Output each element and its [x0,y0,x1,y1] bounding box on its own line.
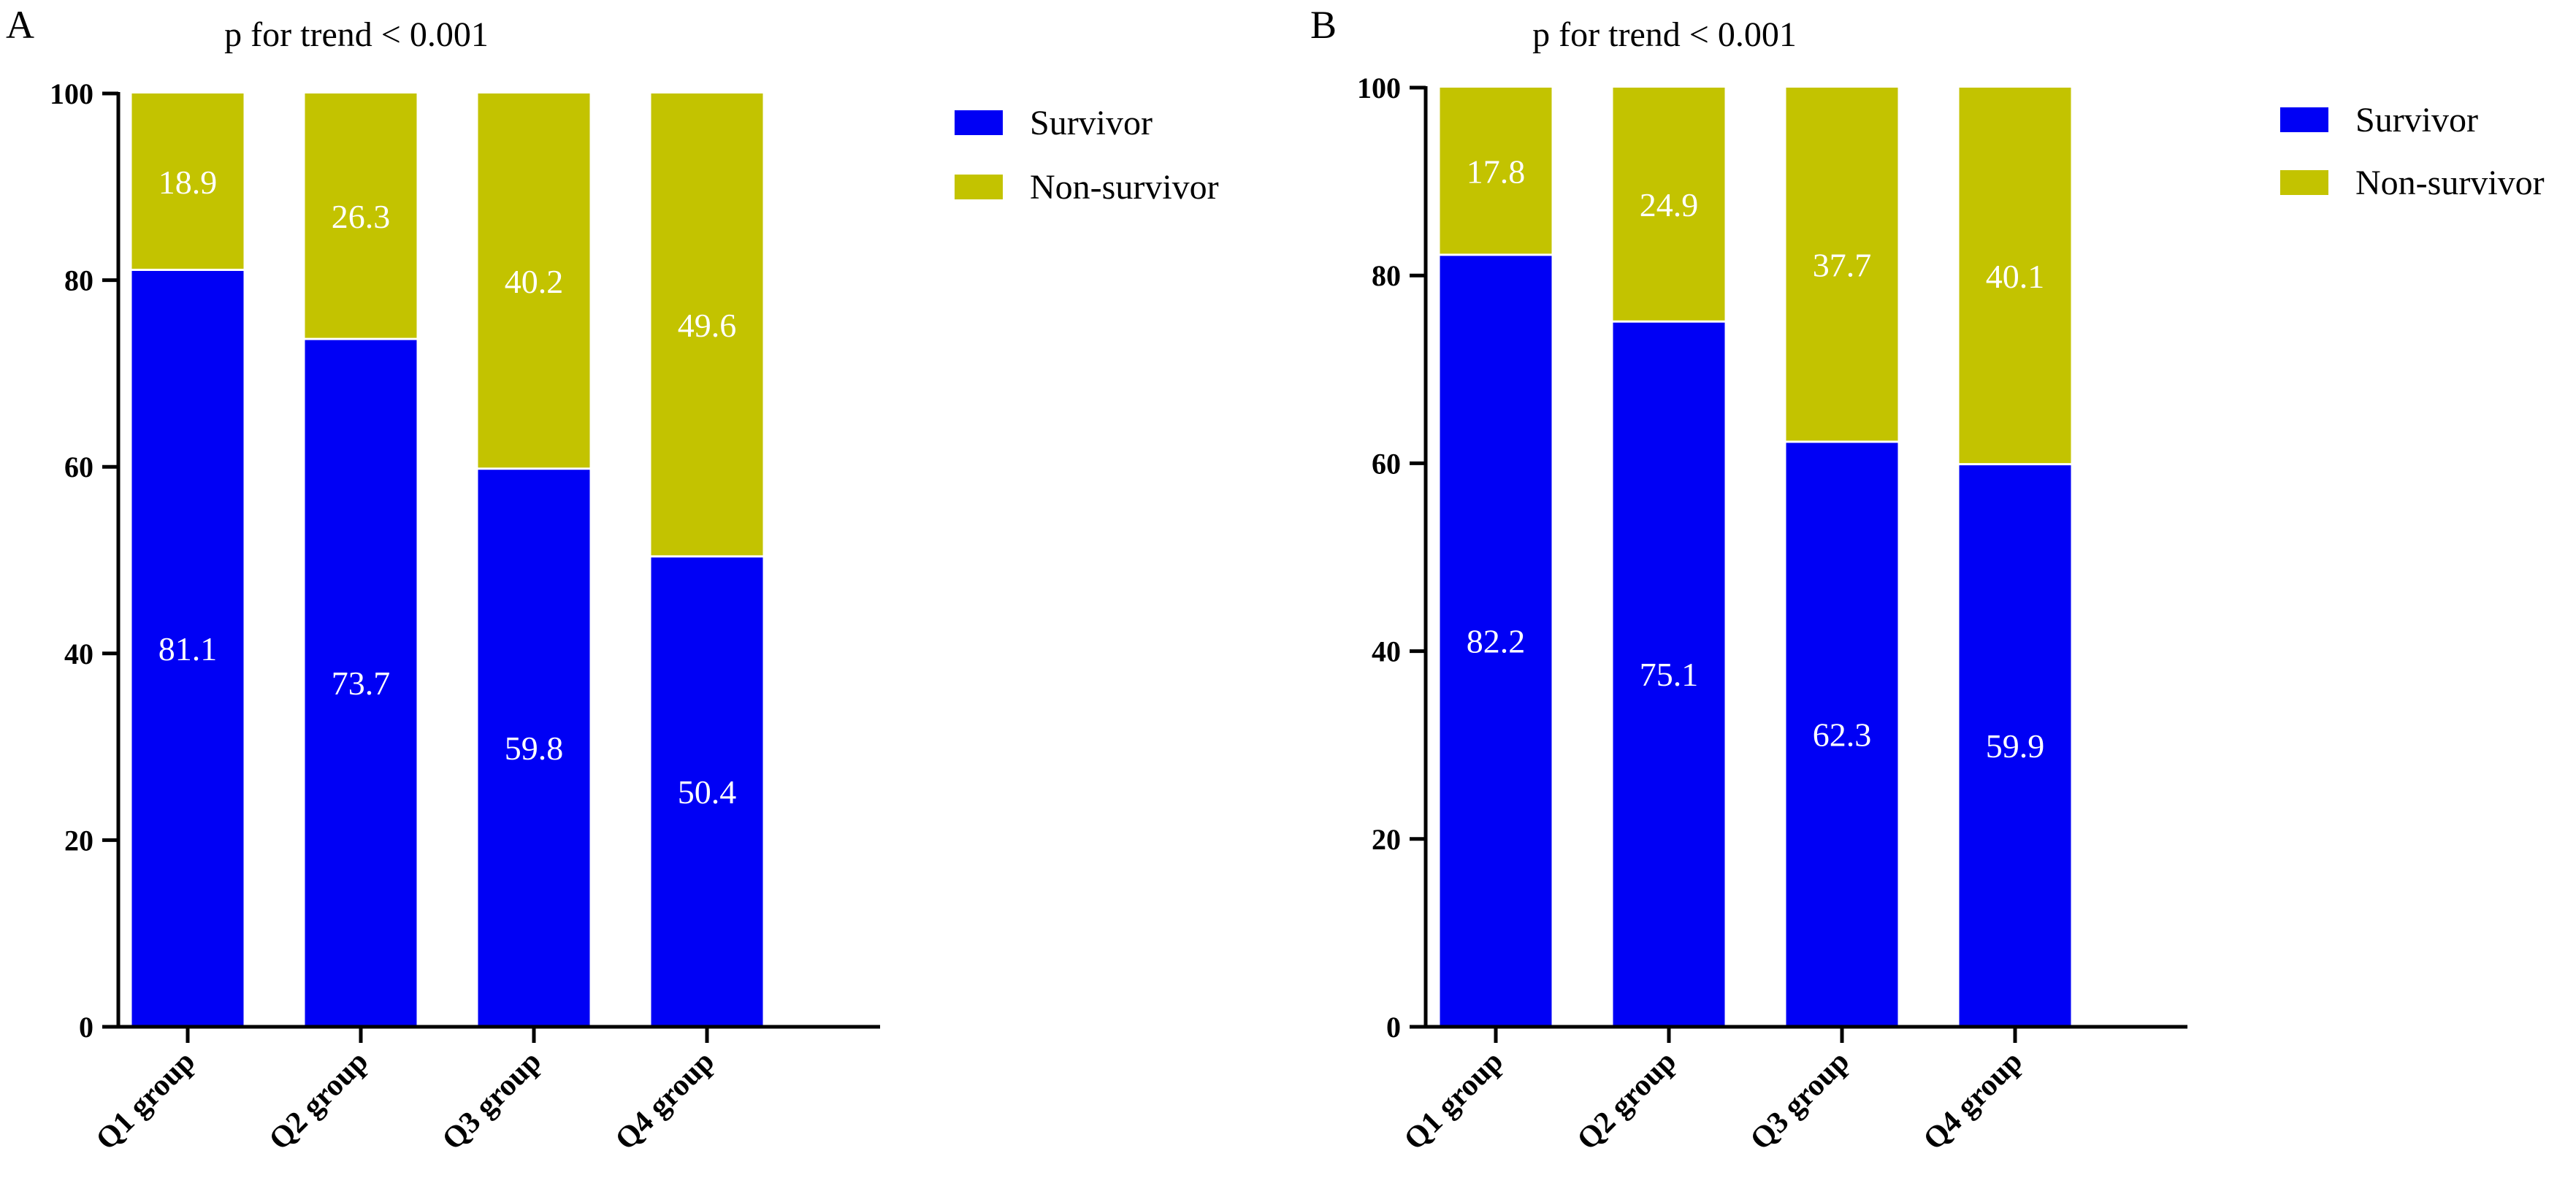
panel-a-value-label-survivor-1: 81.1 [158,630,218,667]
panel-b-bar-non-survivor-4 [1959,88,2071,464]
panel-b-bar-survivor-3 [1786,441,1898,1027]
panel-b-y-tick-label-20: 20 [1372,823,1401,856]
panel-a-y-tick-label-80: 80 [64,264,93,297]
panel-b-legend-label-non-survivor: Non-survivor [2355,164,2545,202]
panel-a-y-tick-label-40: 40 [64,638,93,670]
panel-a-bar-non-survivor-3 [478,93,590,469]
panel-b-y-tick-label-80: 80 [1372,259,1401,292]
panel-b-x-tick-label-3: Q3 group [1744,1045,1856,1157]
panel-b-legend-swatch-non-survivor [2280,170,2328,195]
panel-a-legend-swatch-survivor [955,110,1003,135]
panel-b-bar-survivor-4 [1959,464,2071,1027]
panel-b-title: p for trend < 0.001 [1532,15,1797,54]
panel-a-x-tick-label-4: Q4 group [609,1045,721,1157]
panel-b-value-label-survivor-2: 75.1 [1640,656,1699,693]
panel-b-value-label-non-survivor-1: 17.8 [1467,153,1526,190]
panel-b-value-label-non-survivor-3: 37.7 [1813,246,1872,283]
panel-a-value-label-survivor-3: 59.8 [505,730,564,767]
panel-a-letter: A [6,3,34,47]
panel-a-bar-non-survivor-2 [305,93,417,340]
panel-b-bar-non-survivor-2 [1613,88,1725,322]
panel-b-value-label-non-survivor-2: 24.9 [1640,186,1699,223]
panel-a-bar-survivor-1 [131,269,244,1027]
panel-b-bar-non-survivor-3 [1786,88,1898,442]
panel-b-value-label-survivor-1: 82.2 [1467,622,1526,659]
panel-a-y-tick-label-100: 100 [50,77,93,110]
panel-b-bar-non-survivor-1 [1440,88,1552,255]
panel-b-value-label-survivor-3: 62.3 [1813,716,1872,753]
panel-b-value-label-survivor-4: 59.9 [1986,727,2045,765]
panel-a-y-tick-label-0: 0 [79,1011,93,1044]
panel-b-y-tick-label-40: 40 [1372,635,1401,668]
panel-a-bar-survivor-4 [651,556,763,1027]
panel-b-bar-survivor-2 [1613,321,1725,1027]
panel-b-x-tick-label-4: Q4 group [1917,1045,2029,1157]
panel-a-value-label-non-survivor-1: 18.9 [158,164,218,201]
panel-a-bar-survivor-2 [305,339,417,1027]
panel-a-value-label-survivor-2: 73.7 [332,665,391,702]
panel-a-y-tick-label-20: 20 [64,824,93,857]
panel-a-x-tick-label-2: Q2 group [263,1045,375,1157]
panel-a-value-label-survivor-4: 50.4 [678,773,737,811]
panel-a-title: p for trend < 0.001 [224,15,489,54]
panel-b-legend-swatch-survivor [2280,107,2328,132]
panel-b-x-tick-label-2: Q2 group [1571,1045,1683,1157]
panel-a-bar-non-survivor-1 [131,93,244,270]
panel-b-y-tick-label-100: 100 [1357,72,1401,104]
panel-b-bar-survivor-1 [1440,254,1552,1028]
panel-a-bar-non-survivor-4 [651,93,763,556]
panel-a-legend-label-non-survivor: Non-survivor [1030,168,1219,207]
panel-a-y-tick-label-60: 60 [64,451,93,483]
panel-a-x-tick-label-3: Q3 group [436,1045,548,1157]
panel-a-legend-label-survivor: Survivor [1030,104,1153,142]
panel-a-value-label-non-survivor-3: 40.2 [505,263,564,300]
panel-b-value-label-non-survivor-4: 40.1 [1986,258,2045,295]
panel-b-legend-label-survivor: Survivor [2355,101,2478,139]
panel-b-y-tick-label-0: 0 [1386,1011,1401,1044]
panel-b-y-tick-label-60: 60 [1372,447,1401,480]
panel-a-value-label-non-survivor-4: 49.6 [678,307,737,344]
panel-a-legend-swatch-non-survivor [955,175,1003,199]
panel-a-bar-survivor-3 [478,468,590,1027]
panel-a-value-label-non-survivor-2: 26.3 [332,198,391,235]
panel-a-x-tick-label-1: Q1 group [90,1045,202,1157]
panel-b-x-tick-label-1: Q1 group [1398,1045,1510,1157]
panel-b-letter: B [1310,3,1337,47]
